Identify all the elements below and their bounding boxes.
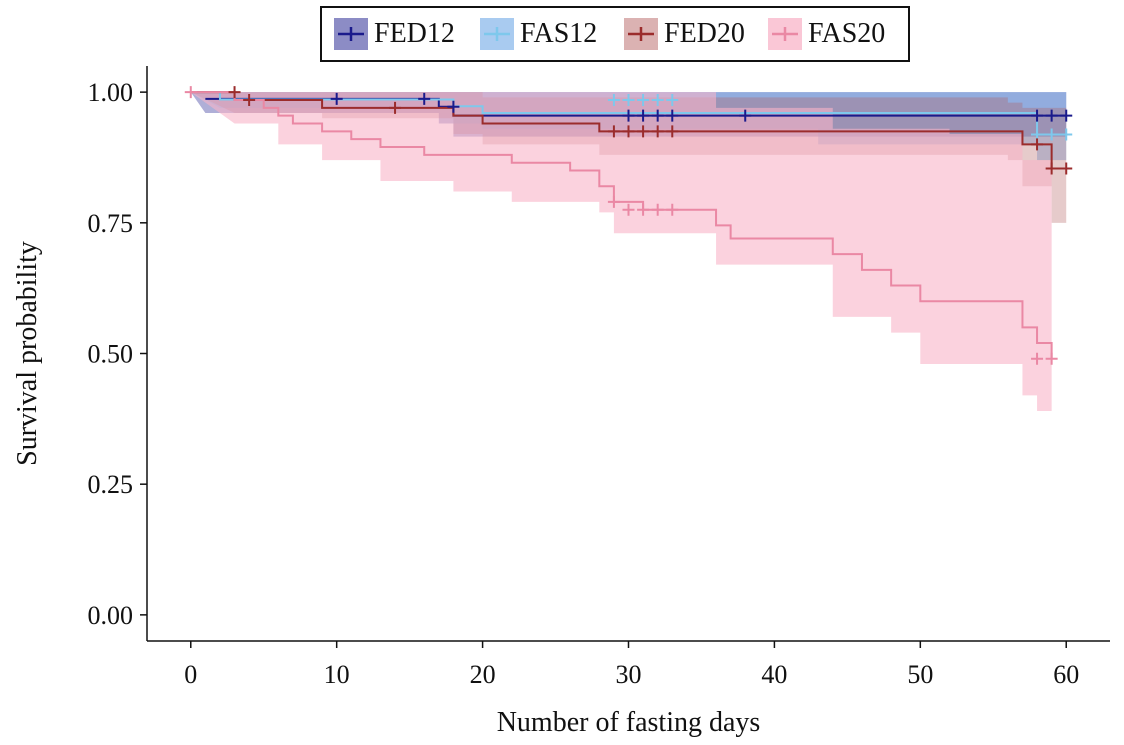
confidence-band-fed20 xyxy=(190,92,1067,223)
confidence-bands xyxy=(190,92,1067,427)
x-tick-label: 10 xyxy=(324,660,350,689)
censor-mark-fed12 xyxy=(1060,109,1073,122)
legend-line-fed20 xyxy=(628,27,654,41)
censor-marks xyxy=(184,86,1073,365)
legend-line-fas12 xyxy=(484,27,510,41)
legend-key-fed12 xyxy=(334,18,368,50)
censor-mark-fed12 xyxy=(739,109,752,122)
censor-mark-fed20 xyxy=(1045,162,1058,175)
censor-mark-fed12 xyxy=(418,92,431,105)
censor-mark-fas20 xyxy=(1045,352,1058,365)
censor-mark-fed12 xyxy=(637,109,650,122)
censor-mark-fed12 xyxy=(1031,109,1044,122)
censor-mark-fas12 xyxy=(1060,128,1073,141)
censor-mark-fas12 xyxy=(607,93,620,106)
censor-mark-fed20 xyxy=(666,125,679,138)
y-tick-label: 0.75 xyxy=(88,209,134,238)
y-axis-title: Survival probability xyxy=(12,241,43,466)
legend-line-fas20 xyxy=(772,27,798,41)
legend-key-fas20 xyxy=(768,18,802,50)
censor-mark-fas12 xyxy=(666,93,679,106)
censor-mark-fas20 xyxy=(1031,352,1044,365)
censor-mark-fed20 xyxy=(228,86,241,99)
survival-curve-fas12 xyxy=(190,91,1067,136)
censor-mark-fas12 xyxy=(651,93,664,106)
censor-mark-fed20 xyxy=(622,125,635,138)
legend-label-fed12: FED12 xyxy=(374,18,455,49)
x-axis-title: Number of fasting days xyxy=(497,707,761,738)
legend-key-fas12 xyxy=(480,18,514,50)
x-tick-label: 40 xyxy=(761,660,787,689)
legend-label-fas12: FAS12 xyxy=(520,18,598,49)
censor-mark-fed20 xyxy=(243,93,256,106)
censor-mark-fed12 xyxy=(447,100,460,113)
censor-mark-fas20 xyxy=(607,195,620,208)
censor-mark-fed12 xyxy=(651,109,664,122)
axes: 0 10 20 30 40 50 60 0.00 0.25 0.50 0.75 1.00 xyxy=(88,66,1110,689)
legend-label-fas20: FAS20 xyxy=(808,18,886,49)
censor-mark-fed20 xyxy=(1031,138,1044,151)
y-tick-label: 1.00 xyxy=(88,78,134,107)
survival-curve-fas20 xyxy=(190,91,1053,359)
censor-mark-fas20 xyxy=(651,203,664,216)
censor-mark-fas20 xyxy=(622,203,635,216)
legend-key-fed20 xyxy=(624,18,658,50)
censor-mark-fas12 xyxy=(637,93,650,106)
y-tick-label: 0.50 xyxy=(88,340,134,369)
legend-line-fed12 xyxy=(338,27,364,41)
censor-mark-fed12 xyxy=(1045,109,1058,122)
x-tick-label: 20 xyxy=(470,660,496,689)
censor-mark-fed20 xyxy=(607,125,620,138)
censor-mark-fed20 xyxy=(637,125,650,138)
censor-mark-fas20 xyxy=(666,203,679,216)
x-tick-label: 60 xyxy=(1053,660,1079,689)
censor-mark-fed20 xyxy=(1060,162,1073,175)
censor-mark-fas20 xyxy=(184,86,197,99)
censor-mark-fed20 xyxy=(651,125,664,138)
x-tick-label: 0 xyxy=(184,660,197,689)
censor-mark-fas12 xyxy=(1045,128,1058,141)
censor-mark-fed20 xyxy=(389,101,402,114)
y-tick-label: 0.00 xyxy=(88,601,134,630)
x-tick-label: 30 xyxy=(616,660,642,689)
censor-mark-fed12 xyxy=(622,109,635,122)
y-tick-label: 0.25 xyxy=(88,470,134,499)
x-tick-label: 50 xyxy=(907,660,933,689)
censor-mark-fed12 xyxy=(666,109,679,122)
censor-mark-fed12 xyxy=(330,92,343,105)
censor-mark-fas20 xyxy=(637,203,650,216)
censor-mark-fas12 xyxy=(622,93,635,106)
legend: FED12 FAS12 FED20 FAS20 xyxy=(320,6,910,62)
legend-label-fed20: FED20 xyxy=(664,18,745,49)
confidence-band-fas20 xyxy=(190,92,1052,427)
